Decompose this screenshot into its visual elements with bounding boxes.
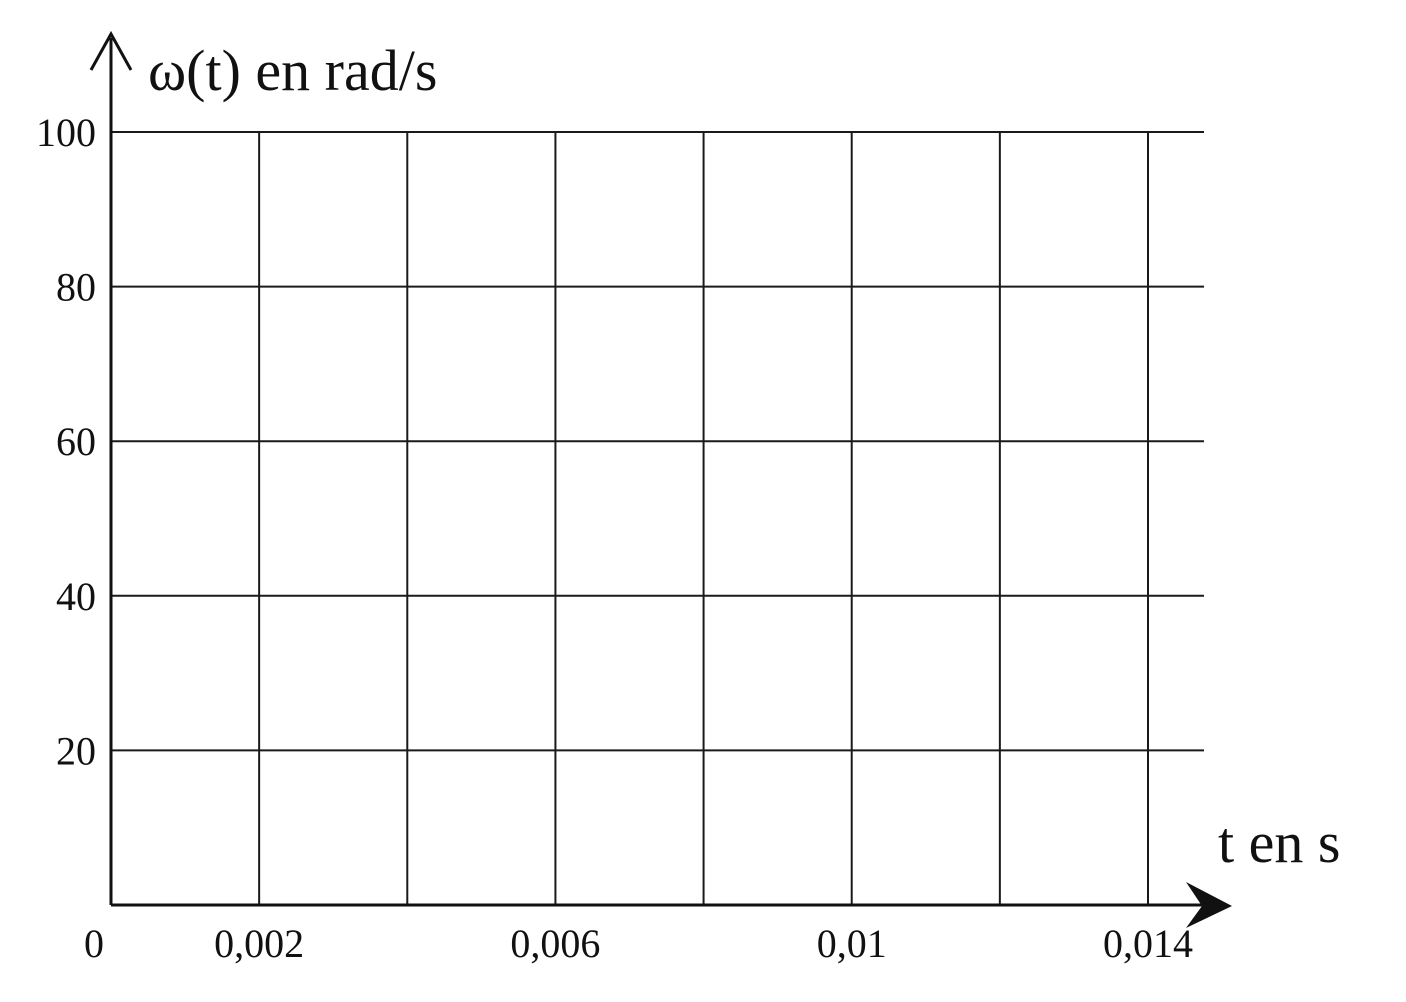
x-tick-label-1: 0,006 xyxy=(510,921,600,966)
y-axis-title: ω(t) en rad/s xyxy=(148,38,437,103)
x-axis-title: t en s xyxy=(1218,810,1340,875)
grid-layer xyxy=(111,131,1204,905)
y-tick-label-0: 20 xyxy=(56,728,96,773)
x-tick-label-0: 0,002 xyxy=(214,921,304,966)
x-axis-arrowhead xyxy=(1186,882,1232,928)
y-tick-label-4: 100 xyxy=(36,110,96,155)
y-tick-label-2: 60 xyxy=(56,419,96,464)
tick-label-layer: 20 40 60 80 100 0,002 0,006 0,01 0,014 xyxy=(36,110,1193,966)
x-tick-label-2: 0,01 xyxy=(817,921,887,966)
y-axis-arrowhead xyxy=(89,30,133,71)
axes-layer xyxy=(89,30,1232,928)
x-tick-label-3: 0,014 xyxy=(1103,921,1193,966)
y-tick-label-1: 40 xyxy=(56,574,96,619)
origin-label: 0 xyxy=(84,921,104,966)
y-tick-label-3: 80 xyxy=(56,265,96,310)
